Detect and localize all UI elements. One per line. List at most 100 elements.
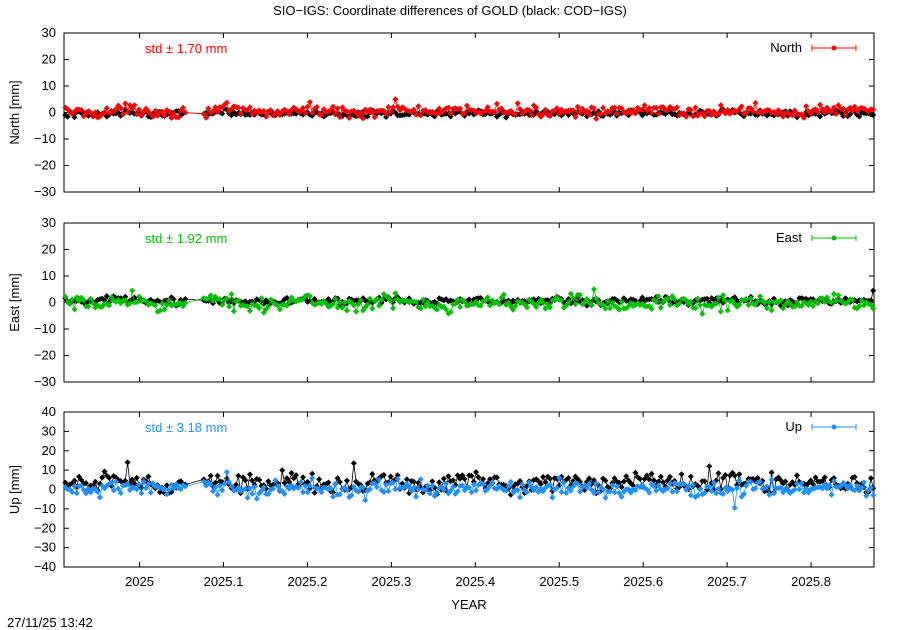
data-point [800,489,807,496]
data-point [210,108,216,115]
data-point [270,485,276,492]
data-point [182,483,189,490]
data-point [646,104,653,111]
y-tick-label: 10 [42,462,56,477]
data-point [706,483,713,490]
data-point [380,489,387,496]
data-point [586,475,593,482]
data-point [309,470,316,477]
std-label: std ± 1.92 mm [145,231,227,246]
data-point [330,301,336,307]
data-point [450,483,457,490]
data-point [503,114,510,121]
data-point [87,109,94,116]
data-point [713,300,720,307]
data-point [660,479,667,486]
data-point [752,100,759,106]
data-point [66,301,73,307]
data-point [632,469,639,476]
data-point [99,474,106,481]
data-point [653,298,660,305]
data-point [122,297,129,304]
data-point [683,113,690,120]
data-point [244,303,251,310]
data-point [519,481,526,488]
data-point [140,478,147,485]
data-point [574,103,581,110]
data-point [168,481,175,488]
data-point [685,483,692,490]
data-point [83,490,89,497]
data-point [480,481,487,487]
data-point [611,104,618,111]
data-point [849,108,856,114]
data-point [683,486,690,493]
data-point [433,306,440,313]
data-point [115,485,122,492]
data-point [590,286,597,293]
data-point [577,109,583,116]
data-point [332,110,339,117]
data-point [736,301,743,308]
data-point [253,495,260,502]
data-point [170,296,177,303]
data-point [272,477,279,484]
data-point [260,484,267,491]
timestamp: 27/11/25 13:42 [7,615,93,630]
panel-north: 30 20 10 0 −10 −20 −30 North [mm] std ± 1.70 mm N… [7,25,877,199]
data-point [394,476,401,482]
data-point [219,110,226,117]
data-point [595,489,602,496]
data-point [429,478,436,485]
data-point [830,104,837,111]
data-point [807,110,814,117]
data-point [828,299,835,306]
data-point [856,113,863,120]
data-point [348,492,355,499]
data-point [304,489,311,496]
data-point [821,474,828,481]
data-point [547,475,553,482]
data-point [330,103,336,110]
data-point [182,296,189,302]
data-point [791,486,798,493]
data-point [343,307,350,314]
data-point [743,109,750,116]
y-tick-label: 10 [42,78,56,93]
data-point [360,484,366,491]
data-point [216,482,223,489]
data-point [701,113,708,120]
data-point [851,103,858,110]
data-point [777,485,784,491]
data-point [316,476,323,483]
y-tick-label: 20 [42,52,56,67]
data-point [413,299,420,305]
data-point [854,482,860,489]
data-point [517,494,523,501]
data-point [674,104,680,111]
data-point [235,297,242,304]
data-point [514,487,521,494]
data-point [256,305,263,312]
data-point [722,472,729,478]
data-point [357,109,364,116]
data-point [722,297,729,304]
data-point [858,484,865,491]
data-point [152,107,159,114]
y-tick-label: −30 [34,374,56,389]
data-point [526,107,533,114]
data-point [415,103,422,110]
data-point [870,492,877,499]
data-point [124,109,131,115]
data-point [293,472,300,479]
data-point [699,310,706,317]
data-point [101,468,108,475]
data-point [274,483,281,490]
data-point [318,489,325,496]
data-point [378,296,385,303]
data-point [136,106,143,113]
data-point [103,293,110,300]
data-point [249,490,256,497]
data-point [632,487,639,494]
data-point [230,308,237,315]
